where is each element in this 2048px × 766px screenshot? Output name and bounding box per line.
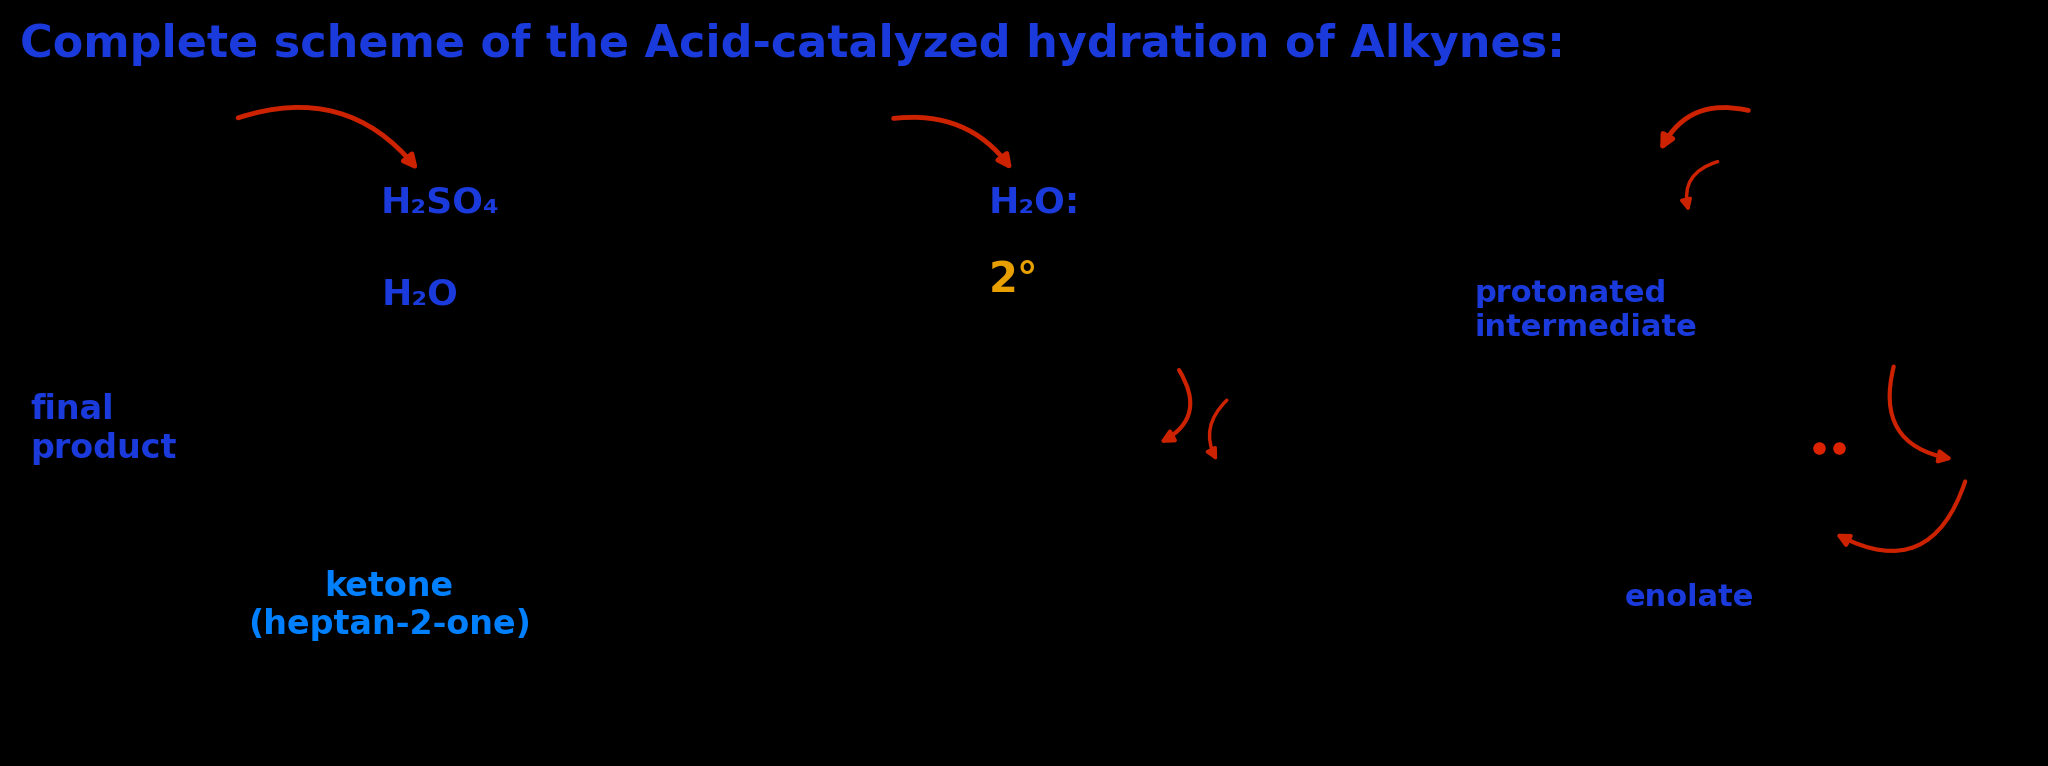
Text: protonated
intermediate: protonated intermediate [1475, 279, 1698, 342]
Text: Complete scheme of the Acid-catalyzed hydration of Alkynes:: Complete scheme of the Acid-catalyzed hy… [20, 23, 1565, 66]
Text: final
product: final product [31, 394, 178, 464]
Text: H₂O:: H₂O: [989, 186, 1079, 220]
Text: H₂O: H₂O [381, 278, 459, 312]
Text: 2°: 2° [989, 259, 1038, 300]
Text: ketone
(heptan-2-one): ketone (heptan-2-one) [248, 570, 530, 640]
Text: H₂SO₄: H₂SO₄ [381, 186, 500, 220]
Text: enolate: enolate [1624, 583, 1755, 612]
